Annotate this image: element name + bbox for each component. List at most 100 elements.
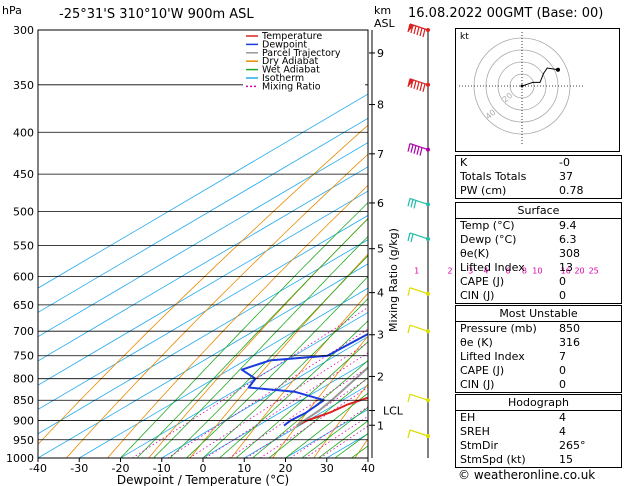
surface-panel: Surface Temp (°C) 9.4 Dewp (°C) 6.3 θe(K) 308…	[455, 202, 622, 304]
pressure-tick-label: 750	[13, 350, 34, 363]
pressure-tick-label: 300	[13, 24, 34, 37]
mixing-ratio-label: 25	[589, 266, 599, 275]
pressure-tick-label: 600	[13, 270, 34, 283]
mixing-ratio-line	[167, 328, 368, 458]
mixing-ratio-label: 20	[574, 266, 584, 275]
mu-row: θe (K) 316	[456, 336, 621, 350]
mixing-ratio-label: 10	[532, 266, 542, 275]
wind-barb-feather	[407, 287, 411, 296]
mixing-ratio-label: 3	[468, 266, 473, 275]
mu-label: θe (K)	[460, 336, 493, 349]
mu-label: Lifted Index	[460, 350, 525, 363]
mixing-ratio-label: 8	[522, 266, 527, 275]
index-row: K -0	[456, 156, 621, 170]
most-unstable-panel: Most Unstable Pressure (mb) 850 θe (K) 316 L…	[455, 305, 622, 393]
credit-text: © weatheronline.co.uk	[458, 468, 596, 482]
index-label: Totals Totals	[460, 170, 527, 183]
surface-value: 308	[559, 247, 580, 260]
x-tick-label: 30	[320, 462, 334, 475]
hodograph-params-panel: Hodograph EH 4 SREH 4 StmDir 265° StmSpd (kt) 1…	[455, 394, 622, 468]
hodo-param-value: 265°	[559, 439, 586, 452]
hodo-param-label: SREH	[460, 425, 490, 438]
surface-label: Lifted Index	[460, 261, 525, 274]
hpa-label: hPa	[2, 4, 22, 17]
wind-barb-dot	[426, 82, 430, 87]
isotherm-line	[202, 360, 368, 458]
index-row: PW (cm) 0.78	[456, 184, 621, 198]
indices-panel: K -0 Totals Totals 37 PW (cm) 0.78	[455, 155, 622, 199]
mu-value: 316	[559, 336, 580, 349]
mu-label: Pressure (mb)	[460, 322, 537, 335]
hodo-param-label: StmDir	[460, 439, 499, 452]
isotherm-line	[38, 142, 368, 338]
hodo-param-value: 4	[559, 411, 566, 424]
mu-row: CAPE (J) 0	[456, 364, 621, 378]
surface-label: CAPE (J)	[460, 275, 505, 288]
hodograph-origin	[520, 84, 524, 88]
wet-adiabat-line	[219, 320, 368, 458]
wet-adiabat-line	[285, 392, 368, 458]
wind-barb-feather	[407, 232, 411, 242]
hodo-param-label: StmSpd (kt)	[460, 453, 526, 466]
surface-value: 6.3	[559, 233, 577, 246]
legend-label: Mixing Ratio	[262, 81, 321, 92]
isotherm-line	[38, 263, 368, 458]
hodo-param-row: SREH 4	[456, 425, 621, 439]
mu-row: Lifted Index 7	[456, 350, 621, 364]
wind-barb	[409, 393, 429, 401]
wind-barb-feather	[407, 143, 411, 152]
legend-label: Parcel Trajectory	[262, 48, 341, 59]
datetime-title: 16.08.2022 00GMT (Base: 00)	[408, 6, 604, 21]
wind-barb-feather	[419, 147, 423, 156]
mu-value: 7	[559, 350, 566, 363]
km-tick-label: 3	[377, 329, 384, 342]
wind-barb-feather	[419, 82, 423, 91]
mixing-ratio-label: 4	[483, 266, 488, 275]
wind-barb-dot	[426, 291, 430, 296]
pressure-tick-label: 850	[13, 394, 34, 407]
x-tick-label: -40	[29, 462, 47, 475]
km-tick-label: 8	[377, 99, 384, 112]
dry-adiabat-line	[66, 153, 368, 458]
mixing-ratio-line	[132, 306, 368, 458]
index-value: 0.78	[559, 184, 584, 197]
pressure-tick-label: 450	[13, 168, 34, 181]
wet-adiabat-line	[301, 406, 368, 458]
x-tick-label: 40	[361, 462, 375, 475]
wind-barb-feather	[416, 146, 420, 155]
wind-barb-feather	[419, 27, 423, 37]
temperature-line	[296, 396, 368, 427]
wind-barb-feather	[416, 26, 420, 36]
isotherm-line	[38, 214, 368, 410]
x-axis-label: Dewpoint / Temperature (°C)	[117, 473, 289, 486]
mu-value: 850	[559, 322, 580, 335]
surface-row: CAPE (J) 0	[456, 275, 621, 289]
legend-label: Dewpoint	[262, 39, 307, 50]
surface-row: Lifted Index 13	[456, 261, 621, 275]
surface-value: 0	[559, 289, 566, 302]
most-unstable-title: Most Unstable	[456, 306, 621, 322]
wind-barb-dot	[426, 329, 430, 334]
hodograph-frame	[455, 28, 620, 152]
x-tick-label: 10	[237, 462, 251, 475]
wind-barb-dot	[426, 398, 430, 403]
wind-barb-feather	[407, 198, 411, 207]
isotherm-line	[161, 336, 368, 458]
wind-barb-dot	[426, 28, 430, 32]
surface-value: 13	[559, 261, 573, 274]
wind-barb-feather	[410, 199, 414, 208]
pressure-tick-label: 900	[13, 415, 34, 428]
hodo-param-row: StmSpd (kt) 15	[456, 453, 621, 467]
hodo-param-value: 4	[559, 425, 566, 438]
wet-adiabat-line	[235, 341, 368, 458]
wind-barb	[409, 287, 429, 295]
wind-barb-flag	[408, 24, 414, 32]
dewpoint-line	[240, 332, 368, 427]
wind-barb-feather	[422, 28, 426, 38]
surface-value: 9.4	[559, 219, 577, 232]
pressure-tick-label: 950	[13, 434, 34, 447]
index-value: 37	[559, 170, 573, 183]
isotherm-line	[38, 93, 368, 289]
asl-label: ASL	[374, 17, 395, 30]
